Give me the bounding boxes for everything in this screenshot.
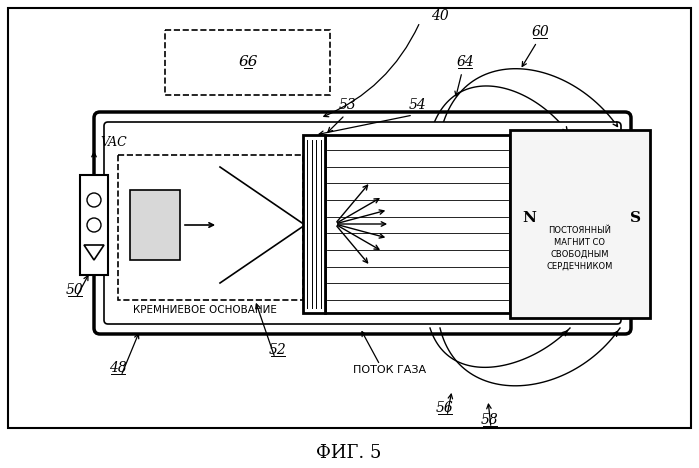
Bar — [303, 135, 325, 313]
Bar — [130, 190, 180, 260]
Bar — [80, 175, 108, 275]
Text: N: N — [522, 211, 536, 225]
Text: 58: 58 — [481, 413, 499, 427]
Bar — [165, 30, 330, 95]
Text: КРЕМНИЕВОЕ ОСНОВАНИЕ: КРЕМНИЕВОЕ ОСНОВАНИЕ — [133, 305, 277, 315]
Text: VAC: VAC — [100, 137, 127, 149]
Text: ПОСТОЯННЫЙ
МАГНИТ СО
СВОБОДНЫМ
СЕРДЕЧНИКОМ: ПОСТОЯННЫЙ МАГНИТ СО СВОБОДНЫМ СЕРДЕЧНИК… — [547, 226, 613, 270]
Text: 53: 53 — [339, 98, 357, 112]
Text: 62: 62 — [551, 158, 569, 172]
FancyBboxPatch shape — [104, 122, 621, 324]
Text: 60: 60 — [531, 25, 549, 39]
Text: S: S — [630, 211, 641, 225]
Bar — [325, 135, 510, 313]
Text: 40: 40 — [431, 9, 449, 23]
Bar — [510, 130, 650, 318]
Text: ФИГ. 5: ФИГ. 5 — [317, 444, 382, 462]
Text: 48: 48 — [109, 361, 127, 375]
Text: 54: 54 — [409, 98, 427, 112]
Bar — [8, 8, 691, 428]
Text: 66: 66 — [238, 55, 258, 69]
Text: 50: 50 — [66, 283, 84, 297]
Bar — [118, 155, 303, 300]
Text: 64: 64 — [456, 55, 474, 69]
Text: 52: 52 — [269, 343, 287, 357]
Text: ПОТОК ГАЗА: ПОТОК ГАЗА — [354, 365, 426, 375]
Text: 56: 56 — [436, 401, 454, 415]
